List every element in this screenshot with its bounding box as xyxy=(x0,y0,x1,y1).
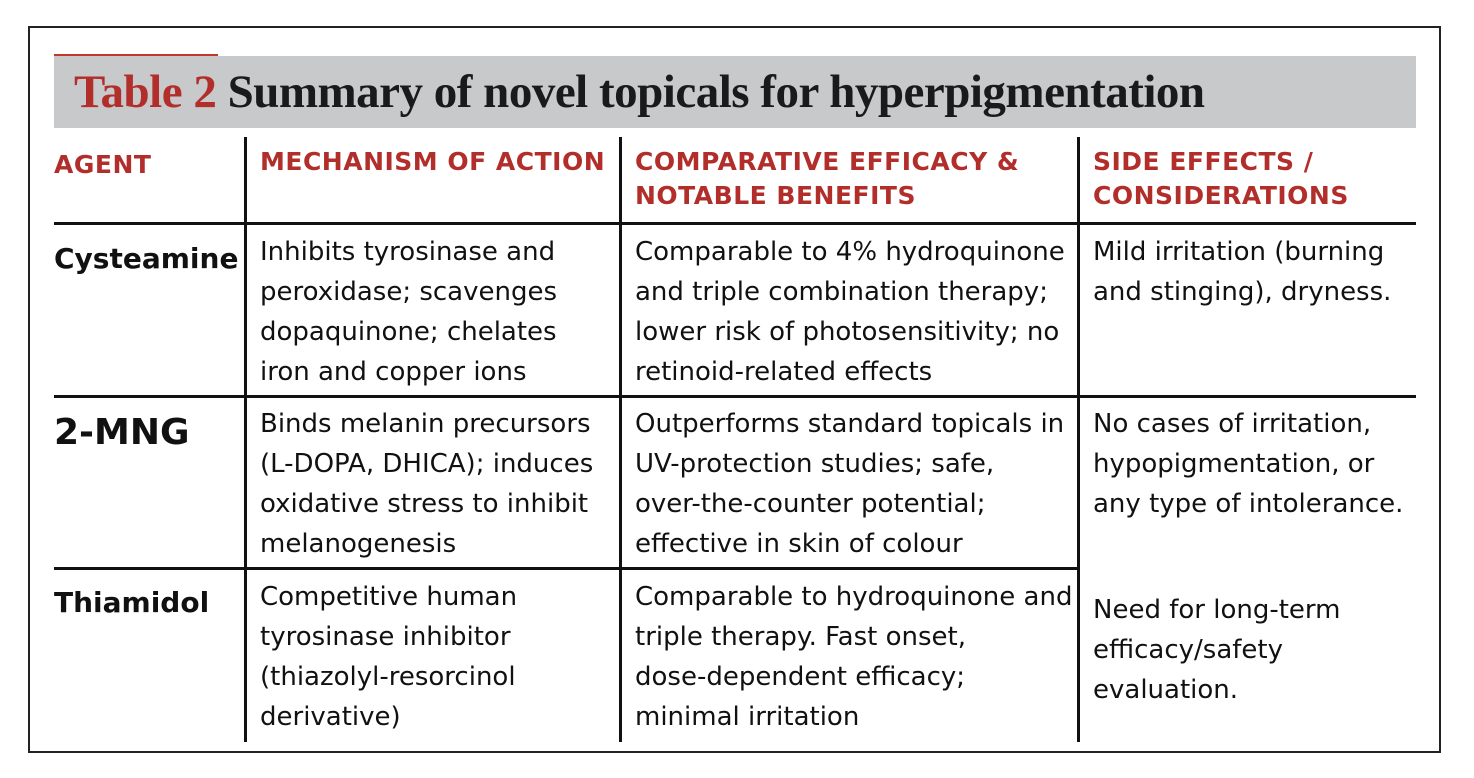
cell-line: Competitive human xyxy=(260,582,518,612)
cell-line: lower risk of photosensitivity; no xyxy=(635,317,1060,347)
mechanism-cell: Inhibits tyrosinase and peroxidase; scav… xyxy=(260,232,557,392)
cell-line: and stinging), dryness. xyxy=(1093,277,1392,307)
efficacy-cell: Comparable to 4% hydroquinone and triple… xyxy=(635,232,1065,392)
table-frame xyxy=(28,26,1441,753)
header-efficacy-line2: NOTABLE BENEFITS xyxy=(635,181,916,210)
cell-line: over-the-counter potential; xyxy=(635,489,986,519)
title-bar: Table 2 Summary of novel topicals for hy… xyxy=(54,56,1416,128)
cell-line: retinoid-related effects xyxy=(635,357,933,387)
cell-line: (thiazolyl-resorcinol xyxy=(260,662,516,692)
cell-line: efficacy/safety xyxy=(1093,635,1284,665)
cell-line: iron and copper ions xyxy=(260,357,527,387)
cell-line: oxidative stress to inhibit xyxy=(260,489,589,519)
cell-line: Comparable to hydroquinone and xyxy=(635,582,1073,612)
table-number: Table 2 xyxy=(74,66,217,118)
cell-line: dopaquinone; chelates xyxy=(260,317,557,347)
side-effects-cell: Mild irritation (burning and stinging), … xyxy=(1093,232,1391,312)
efficacy-cell: Comparable to hydroquinone and triple th… xyxy=(635,577,1072,737)
column-rule-3 xyxy=(1077,137,1080,742)
header-agent: AGENT xyxy=(54,150,152,179)
agent-name: 2-MNG xyxy=(54,412,190,453)
cell-line: melanogenesis xyxy=(260,529,457,559)
header-mechanism: MECHANISM OF ACTION xyxy=(260,147,606,176)
title-accent-rule-top xyxy=(54,54,218,57)
cell-line: effective in skin of colour xyxy=(635,529,963,559)
cell-line: dose-dependent efficacy; xyxy=(635,662,966,692)
header-side-line1: SIDE EFFECTS / xyxy=(1093,147,1314,176)
cell-line: and triple combination therapy; xyxy=(635,277,1048,307)
cell-line: triple therapy. Fast onset, xyxy=(635,622,966,652)
cell-line: Mild irritation (burning xyxy=(1093,237,1385,267)
header-efficacy: COMPARATIVE EFFICACY & NOTABLE BENEFITS xyxy=(635,145,1019,213)
cell-line: derivative) xyxy=(260,702,401,732)
row-rule-1 xyxy=(54,395,1416,398)
cell-line: Comparable to 4% hydroquinone xyxy=(635,237,1065,267)
column-rule-1 xyxy=(244,224,247,742)
column-rule-2 xyxy=(619,137,622,742)
cell-line: No cases of irritation, xyxy=(1093,409,1372,439)
cell-line: minimal irritation xyxy=(635,702,860,732)
agent-name: Cysteamine xyxy=(54,242,239,275)
cell-line: peroxidase; scavenges xyxy=(260,277,558,307)
cell-line: any type of intolerance. xyxy=(1093,489,1404,519)
header-side-effects: SIDE EFFECTS / CONSIDERATIONS xyxy=(1093,145,1349,213)
header-side-line2: CONSIDERATIONS xyxy=(1093,181,1349,210)
header-efficacy-line1: COMPARATIVE EFFICACY & xyxy=(635,147,1020,176)
cell-line: UV-protection studies; safe, xyxy=(635,449,995,479)
cell-line: (L-DOPA, DHICA); induces xyxy=(260,449,594,479)
cell-line: hypopigmentation, or xyxy=(1093,449,1375,479)
mechanism-cell: Binds melanin precursors (L-DOPA, DHICA)… xyxy=(260,404,593,564)
cell-line: Binds melanin precursors xyxy=(260,409,591,439)
cell-line: Inhibits tyrosinase and xyxy=(260,237,556,267)
cell-line: Outperforms standard topicals in xyxy=(635,409,1065,439)
mechanism-cell: Competitive human tyrosinase inhibitor (… xyxy=(260,577,517,737)
side-effects-cell: Need for long-term efficacy/safety evalu… xyxy=(1093,590,1340,710)
column-rule-1-header xyxy=(244,137,247,222)
table-title-text: Summary of novel topicals for hyperpigme… xyxy=(227,66,1205,118)
cell-line: evaluation. xyxy=(1093,675,1239,705)
header-rule xyxy=(54,222,1416,225)
row-rule-2 xyxy=(54,567,1078,570)
table-title: Table 2 Summary of novel topicals for hy… xyxy=(74,64,1205,120)
agent-name: Thiamidol xyxy=(54,586,210,619)
efficacy-cell: Outperforms standard topicals in UV-prot… xyxy=(635,404,1064,564)
side-effects-cell: No cases of irritation, hypopigmentation… xyxy=(1093,404,1403,524)
cell-line: tyrosinase inhibitor xyxy=(260,622,511,652)
cell-line: Need for long-term xyxy=(1093,595,1341,625)
